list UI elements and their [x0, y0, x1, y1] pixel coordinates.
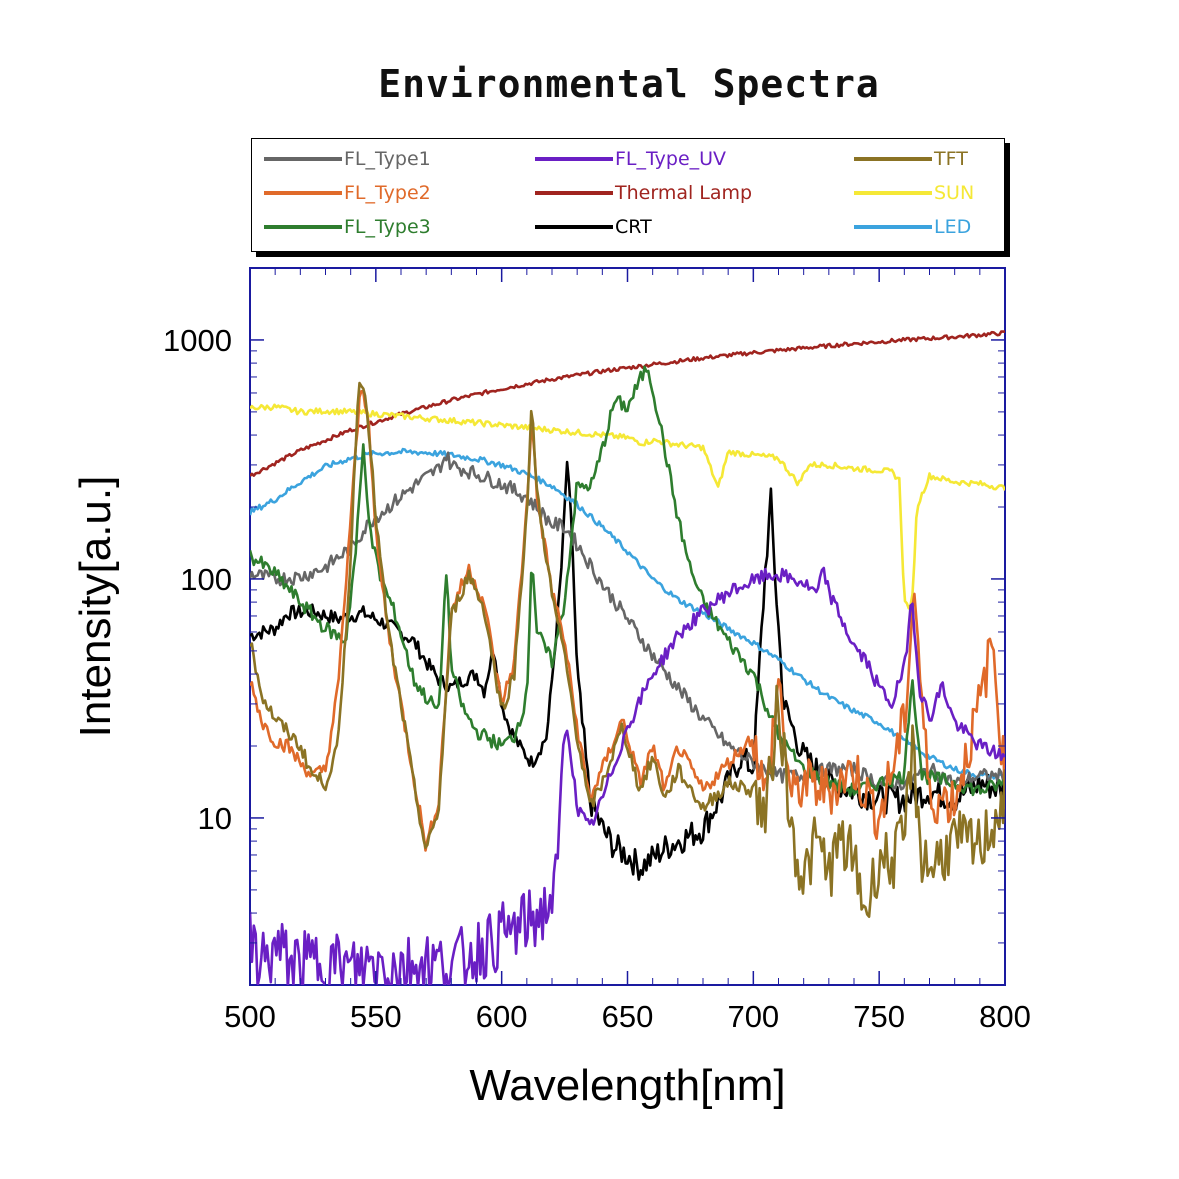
series-line — [250, 381, 1005, 918]
series-line — [250, 330, 1005, 477]
legend-item: SUN — [854, 177, 974, 209]
legend-label: FL_Type2 — [344, 182, 431, 204]
legend-swatch — [854, 157, 932, 161]
x-tick-label: 600 — [476, 999, 528, 1034]
x-tick-label: 700 — [727, 999, 779, 1034]
legend-item: TFT — [854, 143, 968, 175]
x-tick-label: 800 — [979, 999, 1031, 1034]
legend-item: CRT — [535, 211, 652, 243]
x-axis-label: Wavelength[nm] — [469, 1061, 785, 1110]
series-line — [250, 365, 1005, 797]
legend-label: FL_Type3 — [344, 216, 431, 238]
legend-label: SUN — [934, 182, 975, 204]
legend-item: FL_Type_UV — [535, 143, 726, 175]
x-tick-label: 750 — [853, 999, 905, 1034]
x-tick-label: 500 — [224, 999, 276, 1034]
legend-item: Thermal Lamp — [535, 177, 752, 209]
legend-item: FL_Type3 — [264, 211, 431, 243]
y-tick-label: 100 — [180, 562, 232, 597]
legend-item: LED — [854, 211, 971, 243]
x-tick-label: 650 — [602, 999, 654, 1034]
legend-swatch — [264, 157, 342, 161]
legend-item: FL_Type1 — [264, 143, 431, 175]
legend-swatch — [264, 191, 342, 195]
legend-label: FL_Type_UV — [615, 148, 727, 170]
legend-label: TFT — [934, 148, 968, 170]
legend-label: FL_Type1 — [344, 148, 431, 170]
legend-swatch — [535, 157, 613, 161]
legend-label: LED — [934, 216, 972, 238]
series-line — [250, 447, 1005, 780]
series-line — [250, 460, 1005, 881]
y-tick-label: 1000 — [163, 323, 232, 358]
legend-swatch — [535, 225, 613, 229]
chart-title: Environmental Spectra — [378, 62, 880, 106]
y-tick-label: 10 — [198, 801, 232, 836]
legend-swatch — [535, 191, 613, 195]
y-axis-label: Intensity[a.u.] — [71, 476, 120, 738]
legend-label: Thermal Lamp — [615, 182, 753, 204]
legend-item: FL_Type2 — [264, 177, 431, 209]
legend-swatch — [854, 225, 932, 229]
legend-swatch — [854, 191, 932, 195]
legend-swatch — [264, 225, 342, 229]
chart-legend: FL_Type1 FL_Type2 FL_Type3 FL_Type_UV Th… — [251, 138, 1005, 252]
legend-label: CRT — [615, 216, 652, 238]
series-line — [250, 403, 1005, 610]
x-tick-label: 550 — [350, 999, 402, 1034]
